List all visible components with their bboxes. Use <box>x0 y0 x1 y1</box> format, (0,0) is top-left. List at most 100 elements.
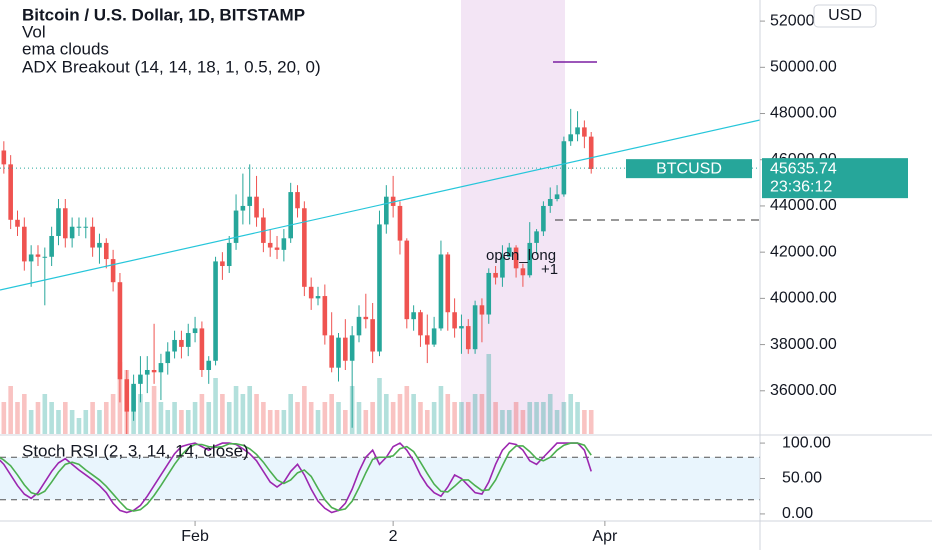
volume-bar <box>554 410 560 434</box>
y-tick-label: 36000.00 <box>770 382 837 399</box>
candle-body <box>274 247 280 250</box>
volume-bar <box>69 410 75 434</box>
volume-bar <box>356 402 362 434</box>
volume-bar <box>588 410 594 434</box>
candle-body <box>520 268 526 276</box>
candle-body <box>165 351 171 364</box>
candle-body <box>343 337 348 361</box>
candle-body <box>404 240 410 320</box>
candle-body <box>8 164 13 220</box>
volume-bar <box>390 402 396 434</box>
volume-bar <box>254 394 259 434</box>
volume-bar <box>384 394 389 434</box>
candle-body <box>322 296 328 336</box>
candle-body <box>138 374 143 384</box>
volume-bar <box>35 402 41 434</box>
volume-bar <box>452 402 457 434</box>
volume-bar <box>151 386 157 434</box>
volume-bar <box>404 386 410 434</box>
candle-body <box>103 242 109 260</box>
x-tick-label: Feb <box>181 528 209 545</box>
candle-body <box>261 217 266 243</box>
candle-body <box>83 226 89 228</box>
candle-body <box>117 282 123 380</box>
volume-bar <box>103 402 109 434</box>
candle-body <box>56 208 61 236</box>
candle-body <box>438 254 444 329</box>
chart-title: Bitcoin / U.S. Dollar, 1D, BITSTAMP <box>22 5 305 24</box>
candle-body <box>513 247 519 269</box>
volume-bar <box>308 402 314 434</box>
trend-line <box>0 119 761 291</box>
volume-bar <box>83 410 89 434</box>
volume-bar <box>506 410 512 434</box>
candle-body <box>131 383 136 412</box>
legend-item: Vol <box>22 22 46 41</box>
candle-body <box>144 369 150 375</box>
candle-body <box>220 261 225 267</box>
candle-body <box>349 335 355 361</box>
volume-bar <box>343 410 348 434</box>
oscillator-title: Stoch RSI (2, 3, 14, 14, close) <box>22 441 249 460</box>
candle-body <box>500 256 505 278</box>
volume-bar <box>541 402 546 434</box>
candle-body <box>370 319 375 352</box>
countdown-label: 23:36:12 <box>770 178 832 195</box>
candle-body <box>22 226 27 262</box>
candle-body <box>90 226 95 248</box>
volume-bar <box>295 402 300 434</box>
symbol-label: BTCUSD <box>656 160 722 177</box>
oscillator-line <box>0 442 592 512</box>
legend-item: ema clouds <box>22 39 109 58</box>
main-pane <box>0 108 760 434</box>
candle-body <box>418 312 423 336</box>
currency-button[interactable] <box>813 4 877 28</box>
price-tag <box>762 158 908 199</box>
volume-bar <box>397 394 403 434</box>
candle-body <box>267 242 273 248</box>
annotation: open_long <box>486 247 556 264</box>
candle-body <box>226 242 232 267</box>
candle-body <box>547 199 553 206</box>
candle-body <box>308 286 314 299</box>
candle-body <box>486 272 492 315</box>
candle-body <box>110 259 116 283</box>
candle-body <box>254 196 259 218</box>
candle-body <box>424 335 430 345</box>
candle-body <box>302 208 307 287</box>
candle-body <box>199 328 205 370</box>
candle-body <box>281 238 287 250</box>
last-price-label: 45635.74 <box>770 160 837 177</box>
volume-bar <box>247 386 253 434</box>
volume-bar <box>302 386 307 434</box>
volume-bar <box>267 410 273 434</box>
volume-bar <box>165 410 171 434</box>
volume-bar <box>63 402 68 434</box>
volume-bar <box>110 394 116 434</box>
volume-bar <box>568 394 574 434</box>
y-tick-label: 40000.00 <box>770 290 837 307</box>
volume-bar <box>199 394 205 434</box>
candle-body <box>97 242 102 248</box>
volume-bar <box>493 402 498 434</box>
volume-bar <box>185 410 191 434</box>
volume-bar <box>534 402 539 434</box>
candle-body <box>233 210 239 243</box>
candle-body <box>431 328 437 345</box>
volume-bar <box>226 402 232 434</box>
candle-body <box>384 196 389 225</box>
candle-body <box>356 316 362 336</box>
candle-body <box>158 363 164 373</box>
volume-bar <box>459 402 464 434</box>
volume-bar <box>90 402 95 434</box>
currency-label[interactable]: USD <box>828 7 862 24</box>
annotation: +1 <box>541 261 558 278</box>
volume-bar <box>158 402 164 434</box>
volume-bar <box>144 402 150 434</box>
volume-bar <box>438 386 444 434</box>
candle-body <box>377 224 382 352</box>
candle-body <box>63 208 68 239</box>
x-tick-label: 2 <box>389 528 398 545</box>
y-tick-label: 44000.00 <box>770 197 837 214</box>
volume-bar <box>424 410 430 434</box>
